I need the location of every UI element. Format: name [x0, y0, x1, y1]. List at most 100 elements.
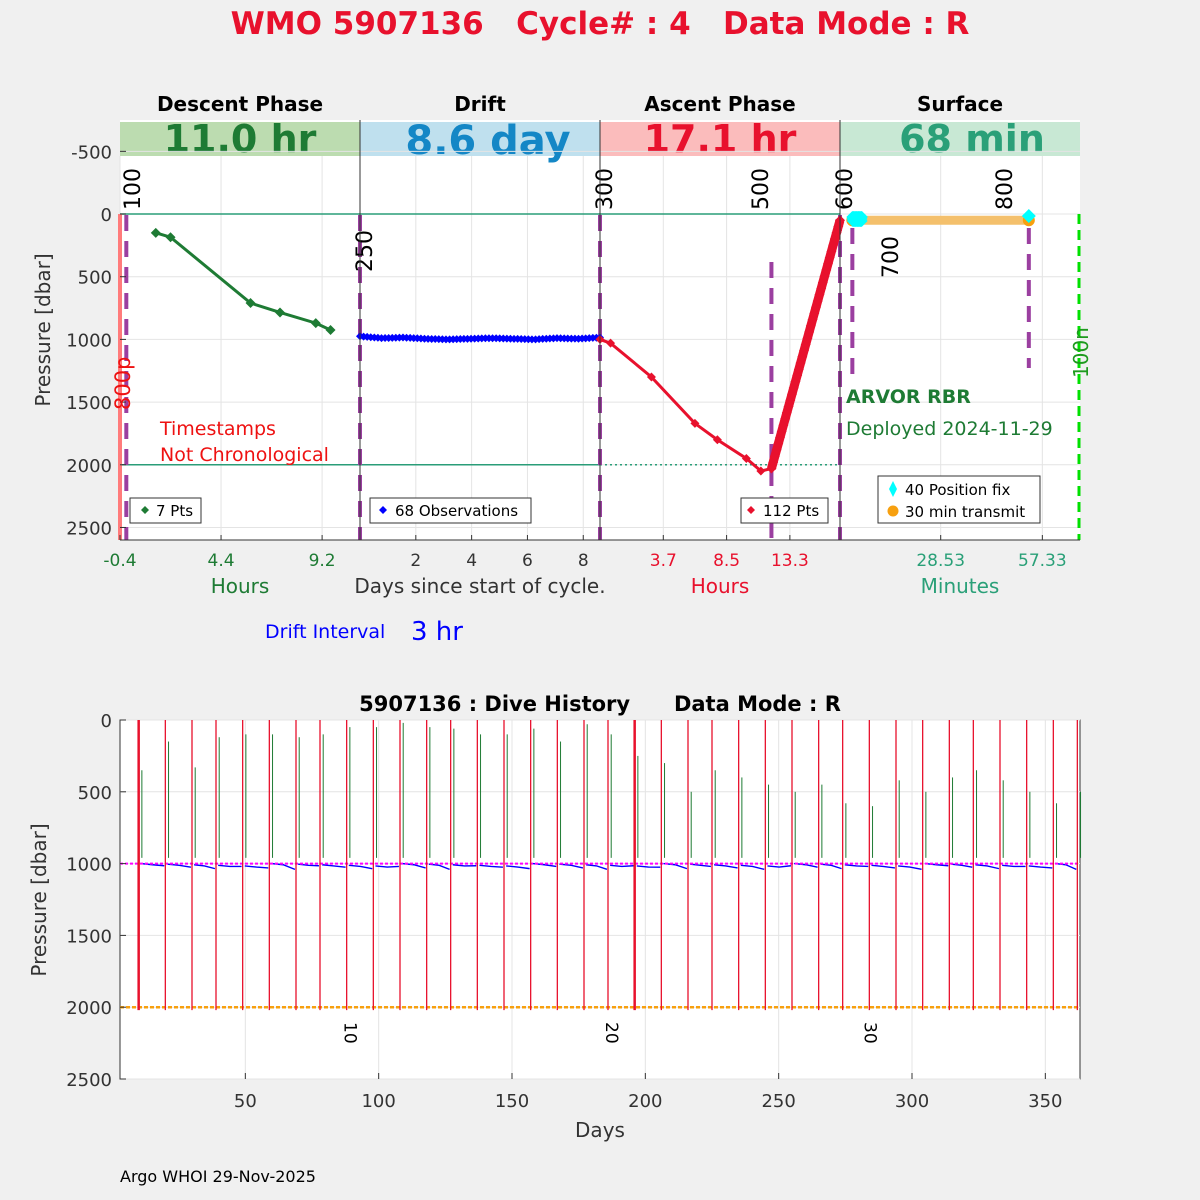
drift-trace: [375, 865, 399, 868]
drift-trace: [844, 864, 869, 868]
top-x-tick-label: -0.4: [103, 551, 136, 571]
top-x-tick-label: 4.4: [208, 551, 235, 571]
dive-history-series: [120, 720, 1082, 1011]
ascent-legend-label: 112 Pts: [763, 502, 819, 520]
drift-trace: [871, 864, 896, 869]
dive-history-y-tick-label: 2000: [66, 998, 112, 1019]
drift-trace: [924, 862, 949, 867]
drift-panel-title: Drift: [454, 92, 506, 116]
position-fix-point: [855, 211, 868, 224]
dive-history-plot-area: [119, 719, 1081, 1080]
top-y-tick-label: 500: [78, 268, 112, 289]
top-y-tick-label: 2500: [66, 518, 112, 539]
footer-credit: Argo WHOI 29-Nov-2025: [120, 1167, 316, 1186]
transmit-legend-label: 30 min transmit: [905, 503, 1025, 521]
drift-trace: [1002, 864, 1026, 868]
drift-legend: 68 Observations: [369, 497, 532, 524]
top-x-tick-label: 28.53: [916, 551, 965, 571]
drift-trace: [767, 865, 792, 868]
surface-x-label: Minutes: [921, 574, 1000, 598]
ascent-banner: [600, 122, 840, 156]
ascent-point: [606, 338, 616, 348]
phase-marker-label: 100: [121, 168, 146, 210]
descent-point: [150, 227, 161, 238]
position-fix-point: [1021, 209, 1036, 224]
ascent-duration: 17.1 hr: [644, 117, 797, 161]
cycle-number-label: 10: [340, 1022, 360, 1044]
dive-history-y-tick-label: 1500: [66, 926, 112, 947]
drift-trace: [194, 864, 216, 870]
ascent-point: [756, 466, 766, 476]
dive-history-y-tick-label: 0: [101, 711, 112, 732]
page-title: WMO 5907136 Cycle# : 4 Data Mode : R: [231, 6, 970, 42]
drift-trace: [794, 862, 818, 868]
drift-trace: [452, 864, 477, 867]
drift-trace: [348, 864, 373, 870]
dive-history-x-tick-label: 150: [495, 1091, 529, 1112]
descent-legend: 7 Pts: [129, 497, 202, 524]
drift-trace: [218, 864, 242, 868]
top-x-tick-label: 4: [466, 551, 477, 571]
drift-trace: [1055, 862, 1077, 870]
drift-trace: [951, 863, 973, 868]
phase-marker-label: 250: [353, 230, 378, 272]
cycle-number-label: 20: [601, 1022, 621, 1044]
timestamps-note-2: Not Chronological: [160, 444, 329, 466]
dive-history-y-tick-label: 500: [78, 783, 112, 804]
drift-trace: [690, 863, 712, 868]
drift-trace: [820, 863, 842, 870]
descent-banner: [120, 122, 360, 156]
descent-duration: 11.0 hr: [164, 117, 317, 161]
position-fix-legend-label: 40 Position fix: [905, 481, 1010, 499]
cycle-number-label: 30: [860, 1022, 880, 1044]
drift-trace: [1028, 865, 1053, 869]
drift-x-label: Days since start of cycle.: [354, 574, 605, 598]
ascent-point: [741, 454, 751, 464]
dive-history-x-tick-label: 350: [1028, 1091, 1062, 1112]
top-y-axis-label: Pressure [dbar]: [31, 253, 55, 406]
top-series: [150, 209, 1036, 476]
ascent-point: [646, 372, 656, 382]
drift-trace: [714, 864, 738, 869]
ascent-legend: 112 Pts: [740, 497, 829, 524]
surface-end-marker-label: 100n: [1069, 327, 1093, 378]
top-y-tick-label: -500: [71, 142, 112, 163]
dive-history-y-tick-label: 2500: [66, 1070, 112, 1091]
drift-trace: [636, 865, 661, 868]
phase-marker-label: 600: [833, 168, 858, 210]
phase-marker-label: 800: [993, 168, 1018, 210]
dive-history-x-axis: 50 100 150 200 250 300 350: [234, 1073, 1063, 1112]
top-y-tick-label: 1000: [66, 330, 112, 351]
drift-duration: 8.6 day: [405, 118, 570, 164]
top-y-axis: -500 0 500 1000 1500 2000 2500: [66, 142, 126, 539]
ascent-point: [712, 435, 722, 445]
dive-history-x-tick-label: 250: [761, 1091, 795, 1112]
drift-trace: [898, 865, 922, 871]
deployment-date: Deployed 2024-11-29: [846, 418, 1053, 440]
descent-point: [275, 307, 285, 318]
drift-interval-value: 3 hr: [411, 617, 463, 647]
phase-marker-label: 700: [879, 236, 904, 278]
drift-trace: [559, 863, 584, 869]
top-x-tick-label: 57.33: [1018, 551, 1067, 571]
drift-legend-label: 68 Observations: [395, 502, 518, 520]
top-x-tick-label: 9.2: [309, 551, 336, 571]
drift-trace: [244, 865, 269, 869]
top-x-tick-label: 8: [578, 551, 589, 571]
descent-point: [310, 318, 321, 329]
top-x-tick-label: 8.5: [713, 551, 740, 571]
top-x-tick-label: 6: [522, 551, 533, 571]
descent-point: [165, 232, 176, 243]
surface-legend: 40 Position fix 30 min transmit: [877, 475, 1041, 524]
dive-history-cycle-labels: 10 20 30: [340, 1022, 880, 1044]
pressure-800p-bar: [118, 214, 122, 540]
top-x-axes: -0.4 4.4 9.2 2 4 6 8 3.7 8.5 13.3 28.53 57.33: [103, 535, 1080, 571]
descent-panel-title: Descent Phase: [157, 92, 323, 116]
ascent-point: [690, 418, 700, 428]
drift-trace: [479, 864, 503, 868]
drift-trace: [975, 864, 1000, 870]
dive-history-x-tick-label: 200: [628, 1091, 662, 1112]
descent-point: [325, 325, 336, 335]
dive-history-y-tick-label: 1000: [66, 855, 112, 876]
